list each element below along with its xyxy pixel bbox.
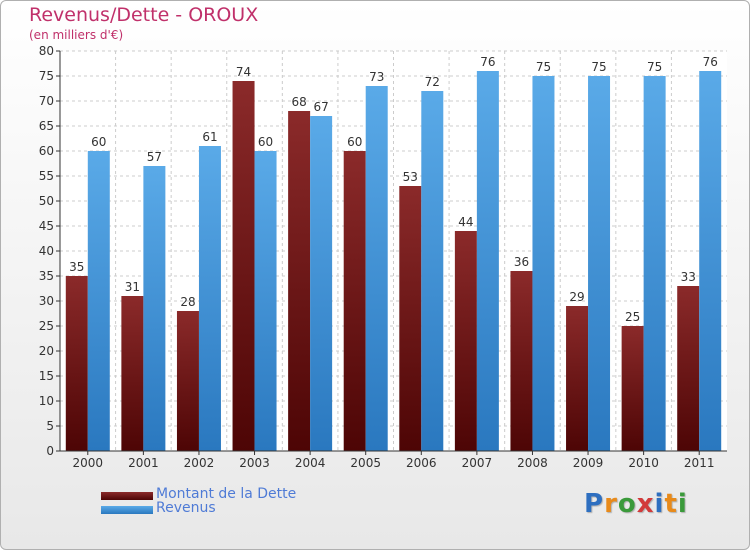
value-label-dette: 25 [625,310,640,324]
y-tick-label: 65 [39,119,54,133]
legend-label-revenus: Revenus [156,500,216,516]
y-tick-label: 60 [39,144,54,158]
value-label-revenus: 60 [91,135,106,149]
value-label-dette: 28 [180,295,195,309]
value-label-dette: 29 [569,290,584,304]
value-label-dette: 31 [125,280,140,294]
x-tick-label: 2007 [462,456,493,470]
bar-dette [232,81,255,451]
x-tick-label: 2003 [239,456,270,470]
bar-revenus [476,71,499,451]
x-tick-label: 2001 [128,456,159,470]
y-tick-label: 10 [39,394,54,408]
bar-revenus [198,146,221,451]
x-tick-label: 2002 [184,456,215,470]
x-tick-label: 2006 [406,456,437,470]
proxiti-logo: Proxiti [584,489,688,519]
bar-dette [677,286,700,451]
y-tick-label: 50 [39,194,54,208]
bar-dette [454,231,477,451]
value-label-revenus: 75 [536,60,551,74]
y-tick-label: 40 [39,244,54,258]
value-label-dette: 35 [69,260,84,274]
value-label-dette: 33 [681,270,696,284]
value-label-dette: 36 [514,255,529,269]
bar-dette [399,186,422,451]
bar-revenus [588,76,611,451]
chart-subtitle: (en milliers d'€) [29,28,124,42]
bar-revenus [143,166,166,451]
y-tick-label: 45 [39,219,54,233]
y-tick-label: 30 [39,294,54,308]
bar-revenus [365,86,388,451]
y-tick-label: 0 [46,444,54,458]
value-label-revenus: 57 [147,150,162,164]
bars [65,71,722,451]
x-tick-label: 2005 [350,456,381,470]
value-label-revenus: 76 [703,55,718,69]
value-label-revenus: 72 [425,75,440,89]
value-label-dette: 68 [291,95,306,109]
y-tick-label: 20 [39,344,54,358]
y-tick-label: 25 [39,319,54,333]
y-tick-label: 15 [39,369,54,383]
y-tick-label: 55 [39,169,54,183]
y-tick-label: 80 [39,44,54,58]
value-label-revenus: 76 [480,55,495,69]
x-tick-label: 2000 [73,456,104,470]
bar-dette [621,326,644,451]
value-label-revenus: 75 [591,60,606,74]
value-labels: 35 60 31 57 28 61 74 60 68 67 60 73 53 72 44 76 36 75 29 75… [69,55,718,324]
x-tick-label: 2004 [295,456,326,470]
bar-dette [65,276,88,451]
chart-title: Revenus/Dette - OROUX [29,4,259,26]
y-tick-label: 35 [39,269,54,283]
bar-dette [566,306,589,451]
bar-revenus [699,71,722,451]
value-label-revenus: 67 [313,100,328,114]
bar-revenus [254,151,277,451]
grid-lines [60,50,727,452]
bar-dette [121,296,144,451]
bar-dette [510,271,533,451]
value-label-revenus: 60 [258,135,273,149]
value-label-revenus: 61 [202,130,217,144]
legend-swatch-revenus [101,506,153,514]
value-label-dette: 44 [458,215,473,229]
value-label-dette: 74 [236,65,251,79]
value-label-revenus: 73 [369,70,384,84]
x-tick-label: 2010 [628,456,659,470]
bar-revenus [643,76,666,451]
bar-dette [288,111,311,451]
bar-revenus [87,151,110,451]
value-label-dette: 53 [403,170,418,184]
value-label-dette: 60 [347,135,362,149]
legend-swatch-dette [101,492,153,500]
x-tick-label: 2009 [573,456,604,470]
bar-dette [343,151,366,451]
bar-revenus [310,116,333,451]
bar-revenus [532,76,555,451]
value-label-revenus: 75 [647,60,662,74]
y-tick-label: 5 [46,419,54,433]
x-tick-label: 2011 [684,456,715,470]
y-tick-label: 70 [39,94,54,108]
bar-revenus [421,91,444,451]
legend-label-dette: Montant de la Dette [156,486,297,502]
bar-dette [176,311,199,451]
y-tick-label: 75 [39,69,54,83]
axes: 0 5 10 15 20 25 30 35 40 45 50 55 60 65 70 75 80 2000 2001… [39,44,727,470]
x-tick-label: 2008 [517,456,548,470]
